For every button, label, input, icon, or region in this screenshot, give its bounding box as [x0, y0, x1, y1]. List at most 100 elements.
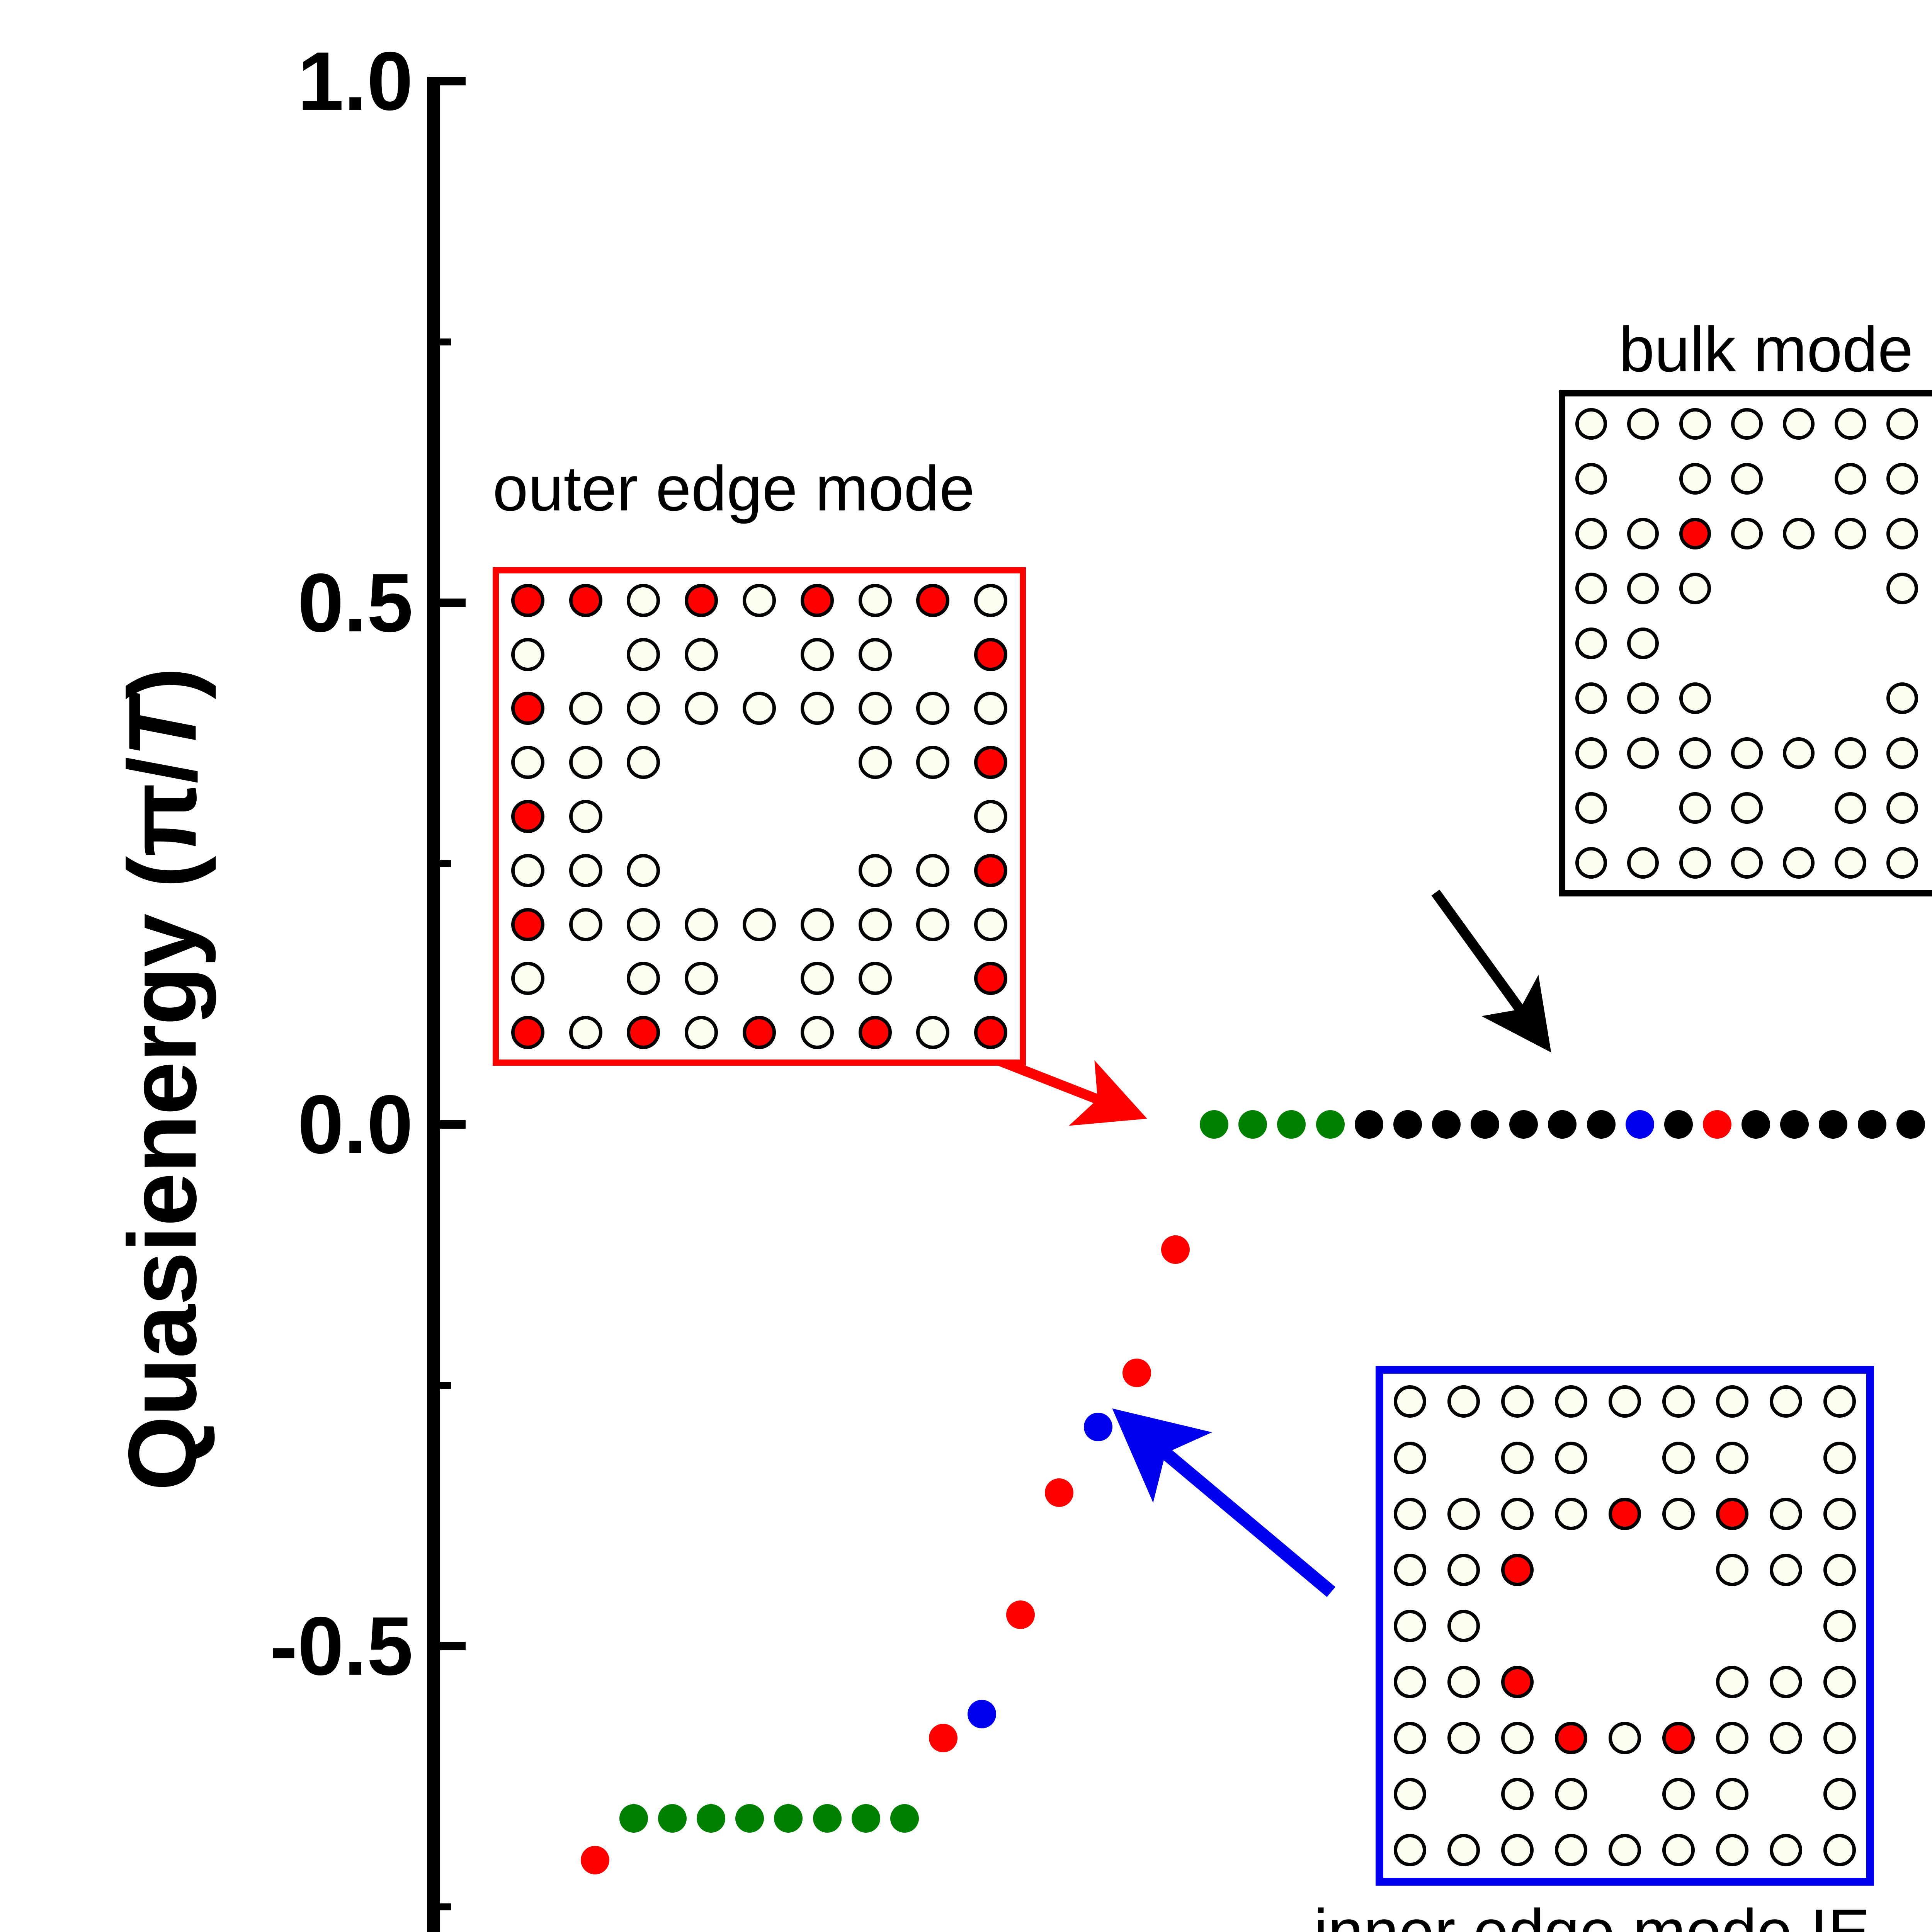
- lattice-site: [1662, 1385, 1695, 1418]
- lattice-site: [1662, 1833, 1695, 1866]
- y-tick-minor: [427, 1903, 451, 1910]
- lattice-site: [858, 962, 892, 995]
- y-tick-minor: [427, 1382, 451, 1389]
- lattice-site-excited: [511, 908, 544, 941]
- lattice-site: [1679, 682, 1711, 714]
- lattice-site: [916, 692, 950, 725]
- lattice-site: [1716, 1833, 1748, 1866]
- lattice-site-excited: [974, 962, 1008, 995]
- caption-ie-a-text: inner edge mode IE: [1314, 1896, 1871, 1932]
- lattice-site: [1627, 628, 1659, 659]
- lattice-site: [1394, 1385, 1427, 1418]
- lattice-site: [743, 583, 776, 617]
- lattice-site: [685, 638, 718, 671]
- y-tick-label: -0.5: [270, 1599, 413, 1692]
- lattice-site: [1662, 1777, 1695, 1810]
- data-point: [1587, 1110, 1616, 1139]
- lattice-site: [1886, 408, 1918, 440]
- lattice-site: [1769, 1497, 1802, 1530]
- data-point: [774, 1804, 803, 1833]
- lattice-site: [1823, 1441, 1856, 1474]
- lattice-site: [1835, 518, 1867, 549]
- inset-bulk-mode: [1559, 390, 1932, 896]
- data-point: [1393, 1110, 1422, 1139]
- lattice-site: [974, 908, 1008, 941]
- lattice-site: [1575, 573, 1607, 604]
- data-point: [1703, 1110, 1732, 1139]
- y-tick-major: [427, 77, 466, 85]
- lattice-site: [1731, 847, 1763, 879]
- lattice-site: [1575, 518, 1607, 549]
- lattice-site: [1394, 1721, 1427, 1754]
- lattice-site-excited: [1555, 1721, 1588, 1754]
- lattice-site: [974, 692, 1008, 725]
- lattice-site: [1501, 1497, 1534, 1530]
- lattice-site-excited: [1679, 518, 1711, 549]
- lattice-site: [1662, 1497, 1695, 1530]
- lattice-site: [685, 962, 718, 995]
- lattice-site-excited: [974, 854, 1008, 887]
- lattice-site: [1575, 737, 1607, 769]
- lattice-site: [627, 854, 660, 887]
- lattice-site-excited: [1501, 1665, 1534, 1698]
- lattice-site: [1575, 682, 1607, 714]
- lattice-site: [569, 800, 602, 833]
- data-point: [1316, 1110, 1345, 1139]
- lattice-site: [511, 962, 544, 995]
- lattice-site: [1716, 1665, 1748, 1698]
- lattice-site: [1886, 518, 1918, 549]
- lattice-site: [1716, 1441, 1748, 1474]
- lattice-site: [1627, 682, 1659, 714]
- lattice-site: [1447, 1833, 1480, 1866]
- lattice-ie-a: [1383, 1374, 1866, 1878]
- lattice-site: [1447, 1665, 1480, 1698]
- lattice-site: [1769, 1721, 1802, 1754]
- lattice-bulk: [1565, 396, 1932, 890]
- lattice-site: [1575, 408, 1607, 440]
- lattice-site: [627, 583, 660, 617]
- lattice-site: [1609, 1385, 1641, 1418]
- lattice-site: [627, 962, 660, 995]
- data-point: [1432, 1110, 1461, 1139]
- lattice-site: [1394, 1609, 1427, 1642]
- lattice-site: [1835, 463, 1867, 495]
- lattice-site-excited: [511, 1016, 544, 1049]
- lattice-site: [1731, 737, 1763, 769]
- lattice-site: [1447, 1553, 1480, 1586]
- data-point: [1780, 1110, 1809, 1139]
- lattice-site: [1575, 463, 1607, 495]
- lattice-site: [1501, 1833, 1534, 1866]
- lattice-site: [1769, 1833, 1802, 1866]
- y-tick-label: 1.0: [298, 34, 413, 128]
- lattice-site: [1835, 792, 1867, 824]
- lattice-site: [569, 1016, 602, 1049]
- data-point: [1896, 1110, 1925, 1139]
- y-axis-unit-close: ): [108, 668, 216, 699]
- lattice-site: [569, 746, 602, 779]
- lattice-site: [1447, 1721, 1480, 1754]
- lattice-site: [1609, 1833, 1641, 1866]
- lattice-site: [1886, 737, 1918, 769]
- data-point: [697, 1804, 726, 1833]
- lattice-site: [1835, 408, 1867, 440]
- lattice-site: [800, 908, 834, 941]
- data-point: [1471, 1110, 1500, 1139]
- caption-inner-edge-mode-a: inner edge mode IEA: [1314, 1895, 1896, 1932]
- lattice-site: [1501, 1721, 1534, 1754]
- lattice-site: [858, 908, 892, 941]
- lattice-site: [1555, 1833, 1588, 1866]
- lattice-site: [1783, 847, 1815, 879]
- lattice-site: [685, 1016, 718, 1049]
- lattice-site: [1716, 1777, 1748, 1810]
- y-tick-major: [427, 1642, 466, 1650]
- lattice-site: [1823, 1385, 1856, 1418]
- data-point: [735, 1804, 764, 1833]
- lattice-site: [1575, 792, 1607, 824]
- lattice-site: [1394, 1553, 1427, 1586]
- lattice-site: [1823, 1553, 1856, 1586]
- lattice-site: [1783, 737, 1815, 769]
- lattice-site: [974, 583, 1008, 617]
- lattice-site: [1609, 1721, 1641, 1754]
- data-point: [929, 1723, 957, 1752]
- data-point: [1006, 1600, 1035, 1629]
